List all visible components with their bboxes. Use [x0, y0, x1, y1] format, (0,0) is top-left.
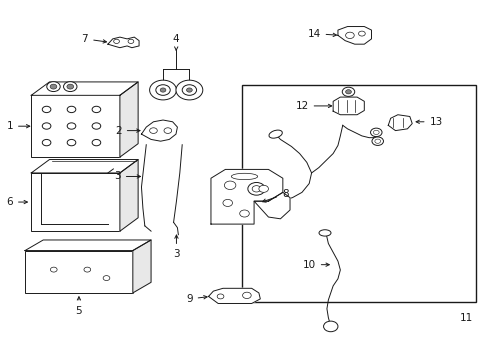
Circle shape	[67, 84, 74, 89]
Text: 11: 11	[459, 312, 472, 323]
Circle shape	[42, 106, 51, 113]
Circle shape	[47, 82, 60, 91]
Circle shape	[258, 185, 268, 192]
Polygon shape	[31, 82, 138, 95]
Text: 14: 14	[307, 28, 336, 39]
Circle shape	[163, 128, 171, 134]
Polygon shape	[141, 120, 177, 141]
Circle shape	[149, 128, 157, 134]
Text: 9: 9	[186, 294, 207, 304]
Circle shape	[182, 85, 196, 95]
Circle shape	[239, 210, 249, 217]
Circle shape	[345, 32, 353, 39]
Circle shape	[50, 84, 57, 89]
Circle shape	[323, 321, 337, 332]
Ellipse shape	[231, 173, 257, 180]
Circle shape	[342, 87, 354, 96]
Circle shape	[176, 80, 203, 100]
Circle shape	[67, 139, 76, 146]
Text: 1: 1	[6, 121, 30, 131]
Polygon shape	[210, 170, 282, 224]
Bar	[31, 95, 120, 157]
Text: 3: 3	[114, 171, 140, 181]
Circle shape	[113, 39, 119, 44]
Circle shape	[67, 106, 76, 113]
Polygon shape	[133, 240, 151, 293]
Text: 8: 8	[262, 189, 288, 202]
Polygon shape	[337, 27, 371, 44]
Polygon shape	[332, 97, 364, 115]
Text: 2: 2	[115, 126, 140, 136]
Text: 12: 12	[295, 101, 331, 111]
Circle shape	[42, 139, 51, 146]
Ellipse shape	[268, 130, 282, 138]
Circle shape	[67, 123, 76, 129]
Circle shape	[128, 39, 134, 44]
Circle shape	[223, 199, 232, 207]
Circle shape	[92, 106, 101, 113]
Circle shape	[224, 181, 235, 189]
Circle shape	[247, 183, 264, 195]
Circle shape	[217, 294, 224, 299]
Circle shape	[156, 85, 170, 95]
Text: 13: 13	[415, 117, 442, 127]
Circle shape	[373, 130, 378, 135]
Circle shape	[160, 88, 165, 92]
Polygon shape	[120, 159, 138, 231]
Circle shape	[92, 123, 101, 129]
Bar	[31, 173, 120, 231]
Polygon shape	[208, 288, 260, 303]
Circle shape	[92, 139, 101, 146]
Text: 4: 4	[173, 34, 179, 50]
Bar	[242, 85, 475, 302]
Circle shape	[63, 82, 77, 91]
Text: 10: 10	[302, 260, 328, 270]
Polygon shape	[108, 37, 139, 48]
Text: 3: 3	[173, 235, 180, 259]
Text: 7: 7	[81, 34, 106, 44]
Polygon shape	[120, 82, 138, 157]
Ellipse shape	[318, 230, 330, 236]
Circle shape	[374, 139, 380, 143]
Circle shape	[242, 292, 251, 298]
Circle shape	[358, 31, 365, 36]
Circle shape	[84, 267, 90, 272]
Polygon shape	[25, 240, 151, 251]
Polygon shape	[254, 192, 289, 219]
Circle shape	[252, 186, 260, 192]
Circle shape	[103, 276, 110, 280]
Circle shape	[50, 267, 57, 272]
Text: 5: 5	[76, 297, 82, 315]
Circle shape	[186, 88, 192, 92]
Bar	[25, 251, 133, 293]
Circle shape	[345, 90, 351, 94]
Text: 6: 6	[6, 197, 27, 207]
Polygon shape	[387, 115, 411, 131]
Circle shape	[42, 123, 51, 129]
Circle shape	[371, 137, 383, 145]
Circle shape	[149, 80, 176, 100]
Circle shape	[370, 128, 381, 136]
